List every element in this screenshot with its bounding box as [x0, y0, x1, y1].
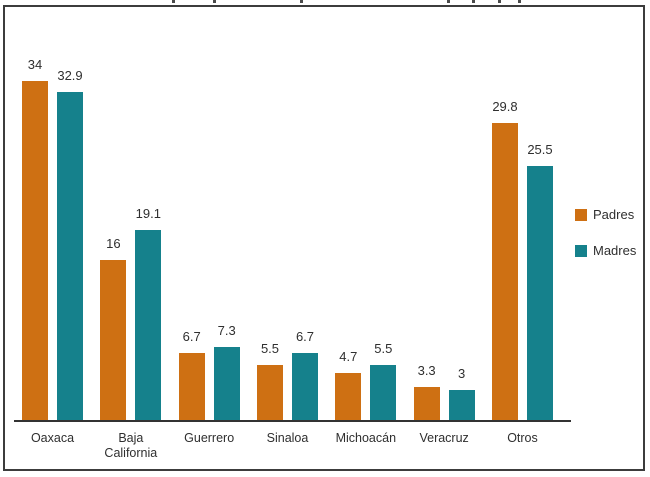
value-label-padres-0: 34: [27, 57, 43, 72]
cropped-title-fragment: [518, 0, 521, 3]
bar-padres-2: [178, 353, 205, 420]
legend-label-madres: Madres: [593, 243, 637, 258]
bar-madres-1: [135, 230, 162, 420]
bar-padres-5: [413, 387, 440, 420]
cropped-title-fragment: [498, 0, 501, 3]
bar-madres-6: [526, 166, 553, 420]
plot-area: 34 32.9 Oaxaca 16 19.1 Baja California 6.7 7.3 G…: [5, 7, 643, 469]
bar-padres-3: [256, 365, 283, 420]
bar-padres-0: [22, 81, 48, 420]
bar-madres-2: [213, 347, 240, 420]
cropped-title-fragment: [300, 0, 303, 3]
legend-label-padres: Padres: [593, 207, 635, 222]
value-label-padres-2: 6.7: [182, 329, 201, 344]
value-label-madres-0: 32.9: [57, 68, 83, 83]
category-label-6: Otros: [507, 431, 538, 445]
value-label-madres-5: 3: [458, 366, 466, 381]
value-label-madres-2: 7.3: [217, 323, 236, 338]
cropped-title-fragment: [447, 0, 450, 3]
value-label-madres-1: 19.1: [135, 206, 161, 221]
cropped-title-fragment: [172, 0, 175, 3]
value-label-padres-1: 16: [106, 236, 121, 251]
cropped-title-fragment: [472, 0, 475, 3]
legend: Padres Madres: [575, 207, 641, 279]
category-label-1: Baja California: [104, 431, 158, 460]
bar-padres-1: [100, 260, 127, 420]
category-label-2: Guerrero: [184, 431, 235, 445]
legend-swatch-madres-icon: [575, 244, 587, 257]
value-label-padres-6: 29.8: [492, 99, 518, 114]
category-label-0: Oaxaca: [30, 431, 75, 445]
bar-madres-5: [448, 390, 475, 420]
category-label-4: Michoacán: [335, 431, 397, 445]
category-label-3: Sinaloa: [266, 431, 309, 445]
value-label-madres-4: 5.5: [374, 341, 393, 356]
legend-item-padres: Padres: [575, 207, 641, 222]
chart-frame: 34 32.9 Oaxaca 16 19.1 Baja California 6.7 7.3 G…: [3, 5, 645, 471]
value-label-padres-3: 5.5: [260, 341, 280, 356]
bar-padres-4: [335, 373, 362, 420]
legend-item-madres: Madres: [575, 243, 641, 258]
value-label-padres-5: 3.3: [417, 363, 436, 378]
bar-padres-6: [491, 123, 518, 420]
cropped-title-fragments: [0, 0, 650, 4]
legend-swatch-padres-icon: [575, 208, 587, 221]
x-axis-line: [14, 420, 571, 422]
bar-madres-0: [57, 92, 83, 420]
category-label-5: Veracruz: [419, 431, 469, 445]
value-label-padres-4: 4.7: [339, 349, 358, 364]
value-label-madres-6: 25.5: [527, 142, 553, 157]
cropped-title-fragment: [213, 0, 216, 3]
value-label-madres-3: 6.7: [295, 329, 315, 344]
bar-madres-4: [370, 365, 397, 420]
bar-madres-3: [291, 353, 318, 420]
